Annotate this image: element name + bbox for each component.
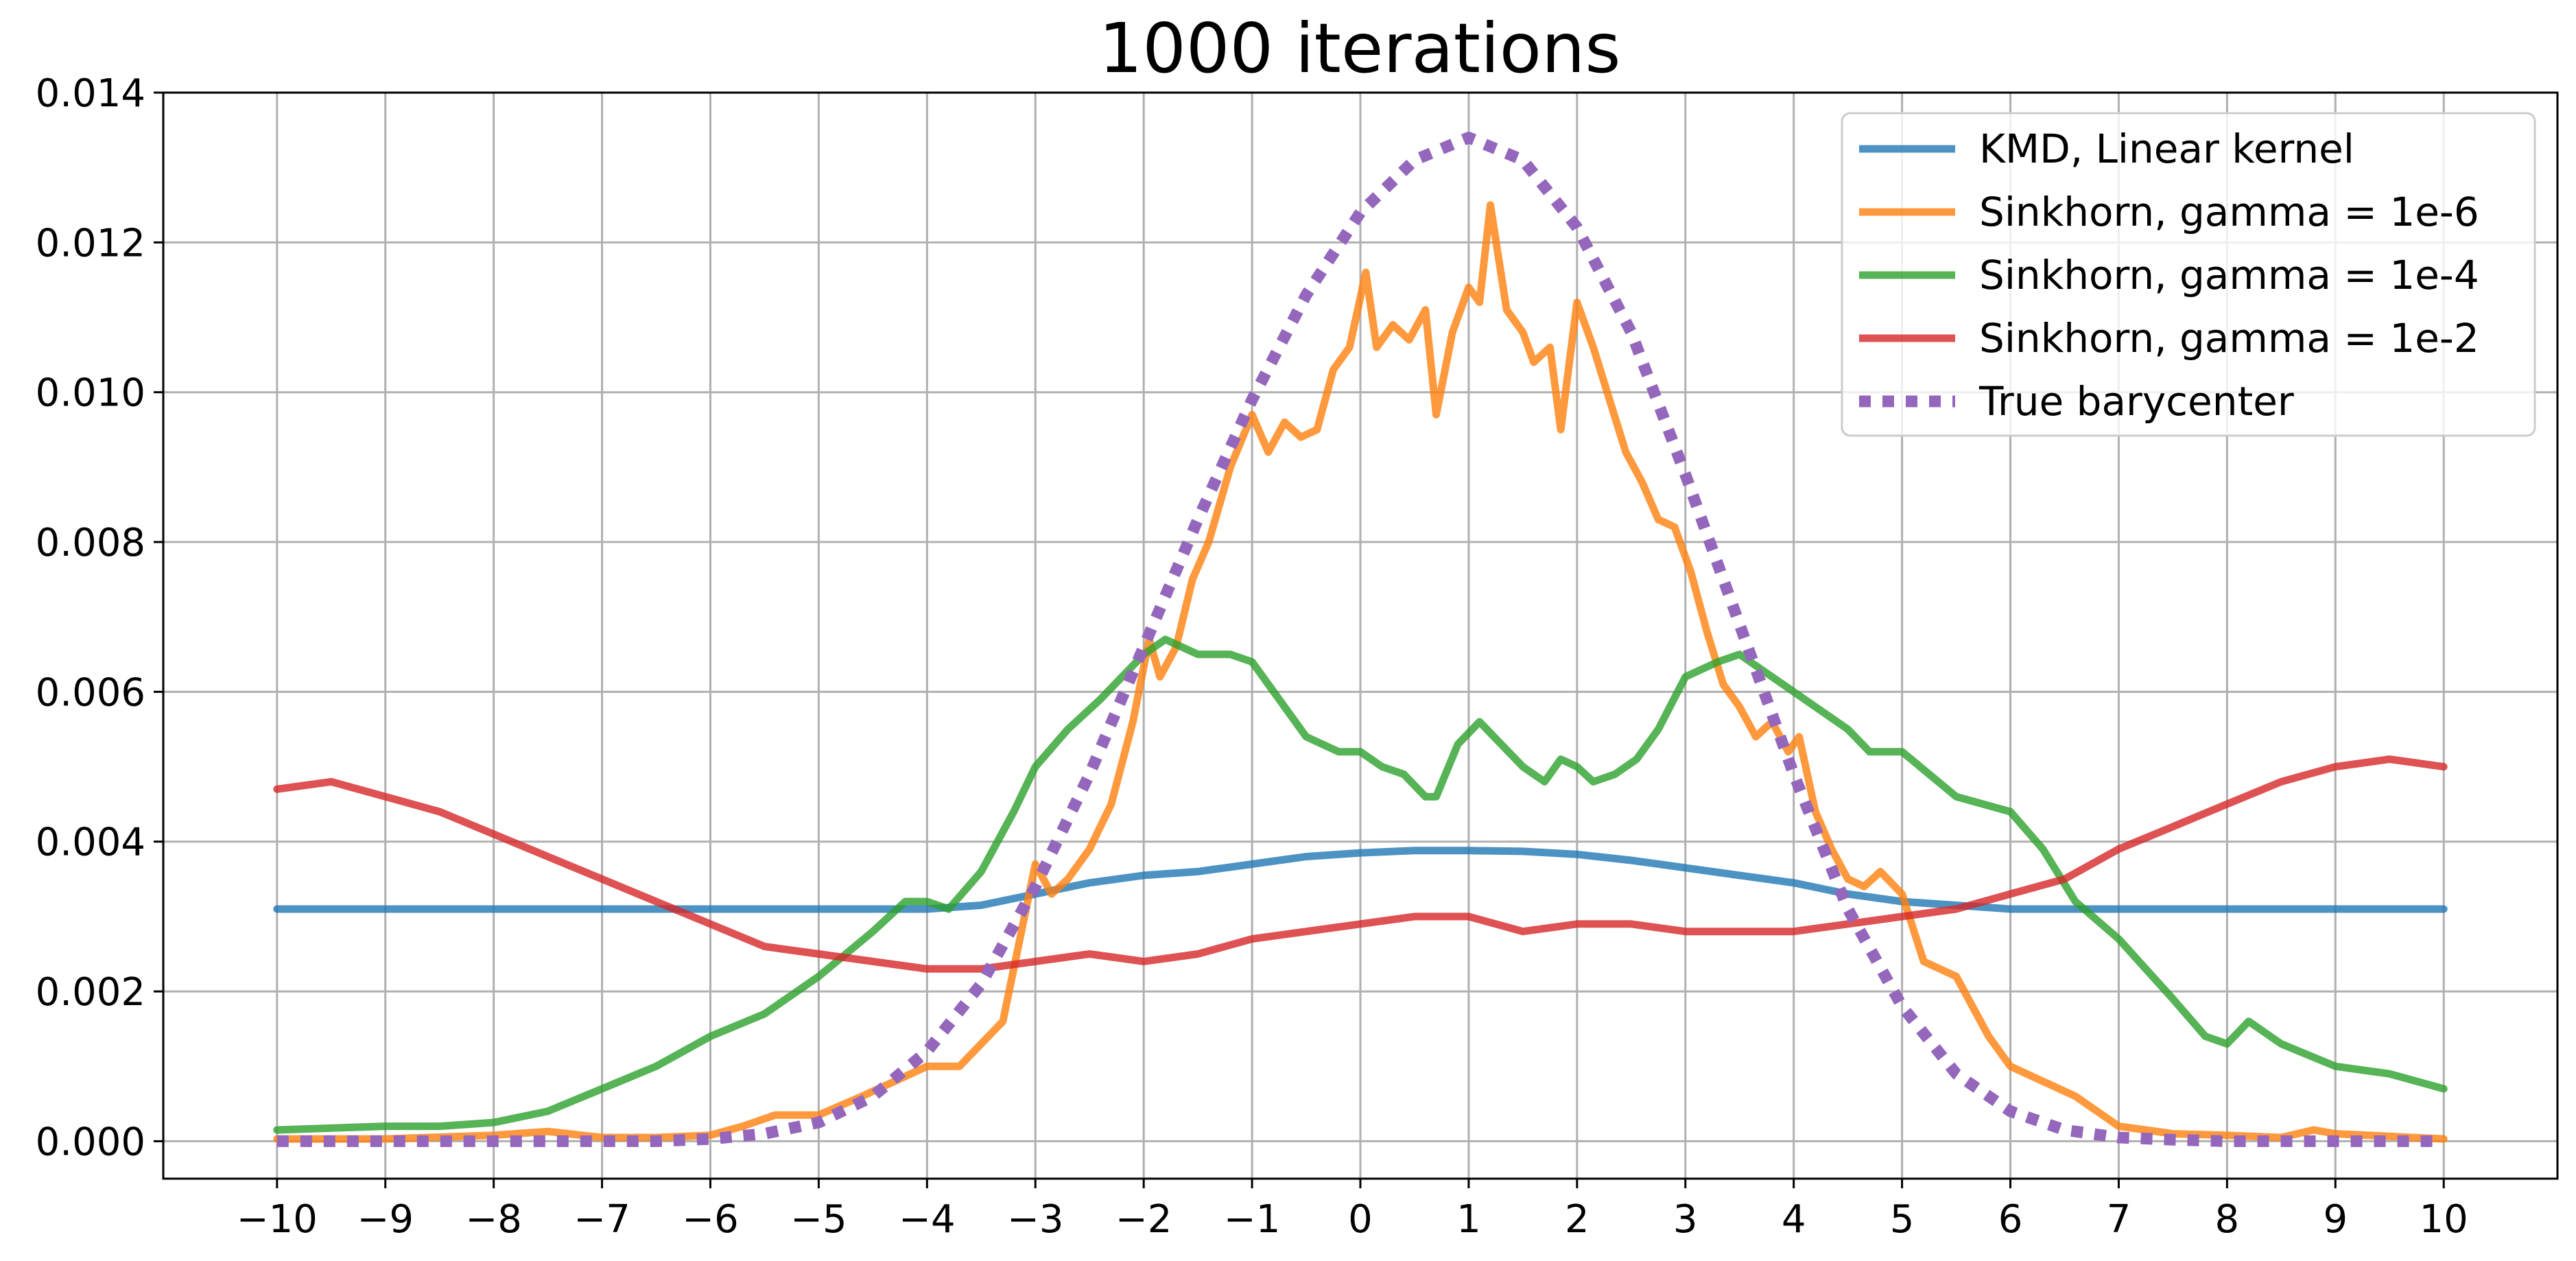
x-tick-label: 0 [1348, 1197, 1373, 1242]
legend-label: Sinkhorn, gamma = 1e-6 [1979, 189, 2479, 235]
y-tick-label: 0.010 [36, 371, 145, 416]
x-tick-label: −2 [1115, 1197, 1172, 1242]
x-tick-label: −8 [465, 1197, 522, 1242]
y-tick-label: 0.002 [36, 970, 145, 1015]
x-tick-label: −3 [1007, 1197, 1064, 1242]
x-tick-label: 5 [1890, 1197, 1915, 1242]
x-tick-label: 6 [1998, 1197, 2023, 1242]
x-tick-label: 8 [2215, 1197, 2240, 1242]
y-tick-label: 0.000 [36, 1120, 145, 1164]
x-tick-label: −1 [1224, 1197, 1281, 1242]
x-tick-label: −4 [899, 1197, 956, 1242]
chart-title: 1000 iterations [1099, 8, 1621, 89]
x-tick-label: 2 [1565, 1197, 1590, 1242]
x-tick-label: −9 [357, 1197, 414, 1242]
x-tick-label: 9 [2323, 1197, 2348, 1242]
x-tick-label: −6 [682, 1197, 739, 1242]
legend-box [1841, 112, 2536, 437]
y-axis: 0.000 0.002 0.004 0.006 0.008 0.010 0.012 0.014 [36, 71, 163, 1164]
x-tick-label: −5 [790, 1197, 847, 1242]
x-axis: −10 −9 −8 −7 −6 −5 −4 −3 −2 −1 0 1 2 3 4 5 6 7 8 9 10 [237, 1179, 2468, 1242]
legend-label: True barycenter [1978, 378, 2294, 425]
data-series [273, 132, 2448, 1147]
legend-label: Sinkhorn, gamma = 1e-4 [1979, 252, 2479, 298]
x-tick-label: 3 [1673, 1197, 1698, 1242]
y-tick-label: 0.014 [36, 71, 145, 116]
x-tick-label: 7 [2107, 1197, 2131, 1242]
x-tick-label: −10 [237, 1197, 318, 1242]
y-tick-label: 0.006 [36, 670, 145, 715]
series-line-5 [276, 132, 2444, 1147]
series-line-4 [273, 755, 2448, 973]
legend-label: KMD, Linear kernel [1979, 126, 2354, 172]
x-tick-label: 1 [1456, 1197, 1481, 1242]
x-tick-label: 4 [1782, 1197, 1806, 1242]
legend-label: Sinkhorn, gamma = 1e-2 [1979, 315, 2479, 362]
grid-lines [163, 91, 2557, 1179]
y-tick-label: 0.008 [36, 521, 145, 565]
x-tick-label: −7 [574, 1197, 630, 1242]
y-tick-label: 0.004 [36, 821, 145, 865]
y-tick-label: 0.012 [36, 221, 145, 266]
series-line-3 [273, 635, 2448, 1134]
legend: KMD, Linear kernel Sinkhorn, gamma = 1e-6… [1841, 112, 2536, 437]
series-line-2 [273, 201, 2448, 1143]
x-tick-label: 10 [2420, 1197, 2468, 1242]
